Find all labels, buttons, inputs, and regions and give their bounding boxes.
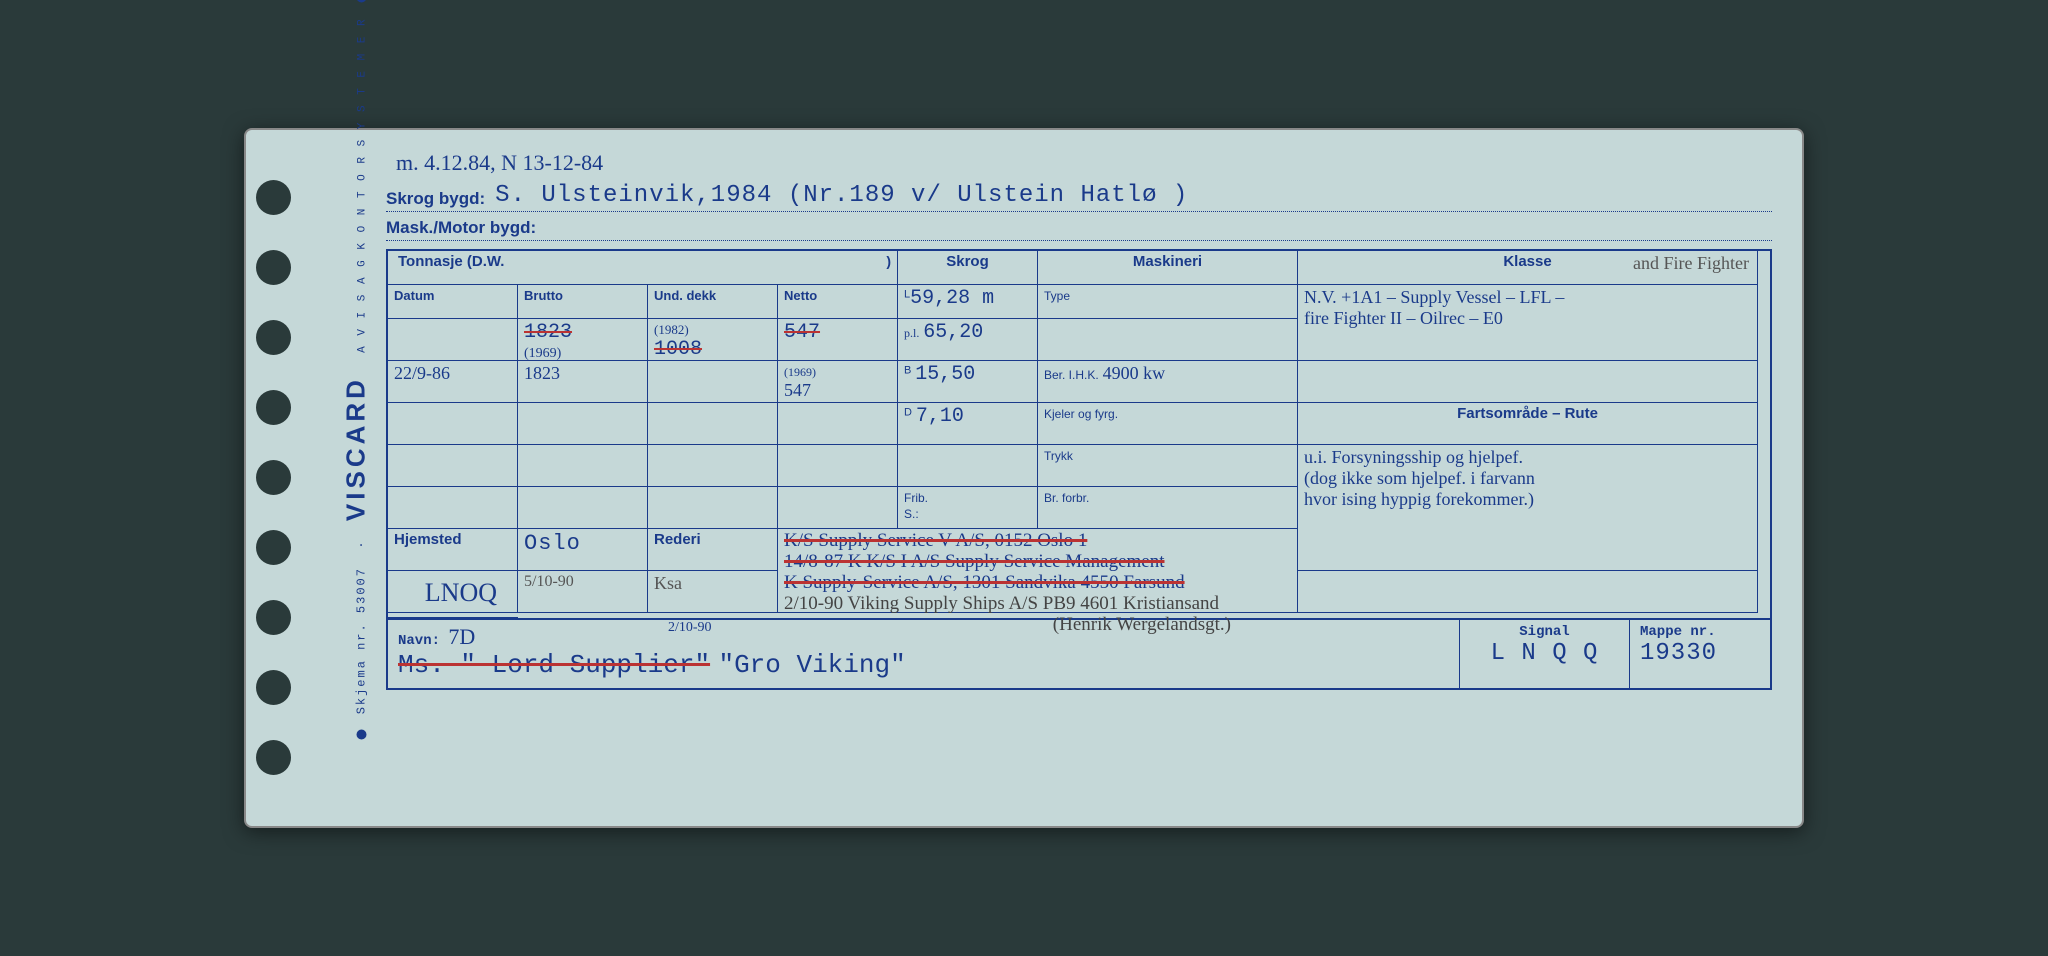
kjeler-cell: Kjeler og fyrg. <box>1038 403 1298 445</box>
main-table: Tonnasje (D.W. ) Skrog Maskineri Klasse … <box>386 249 1772 620</box>
fartsomrade-header: Fartsområde – Rute <box>1298 403 1758 445</box>
new-name: "Gro Viking" <box>718 650 905 680</box>
r2-netto: (1969) 547 <box>778 361 898 403</box>
hjemsted-ksa: Ksa <box>648 571 778 613</box>
col-datum: Datum <box>388 285 518 319</box>
footer-row: Navn: 7D 2/10-90 Ms. " Lord Supplier" "G… <box>386 620 1772 690</box>
klasse-header: Klasse and Fire Fighter <box>1298 251 1758 285</box>
skjema-nr: Skjema nr. 53007 <box>355 567 369 714</box>
r1-unddekk: (1982) 1008 <box>648 319 778 361</box>
farts-1: u.i. Forsyningsship og hjelpef. (dog ikk… <box>1298 445 1758 571</box>
tonnasje-header: Tonnasje (D.W. ) <box>388 251 898 285</box>
field-skrog-bygd: Skrog bygd: S. Ulsteinvik,1984 (Nr.189 v… <box>386 182 1772 212</box>
maskineri-header: Maskineri <box>1038 251 1298 285</box>
index-card: Skjema nr. 53007 · VISCARD A V I S A G K… <box>244 128 1804 828</box>
skrog-L: L59,28 m <box>898 285 1038 319</box>
brand-sub: A V I S A G K O N T O R S Y S T E M E R <box>357 17 369 352</box>
brand-strip: Skjema nr. 53007 · VISCARD A V I S A G K… <box>326 170 376 790</box>
skrog-L2: p.l. 65,20 <box>898 319 1038 361</box>
klasse-note: and Fire Fighter <box>1633 253 1749 274</box>
navn-cell: Navn: 7D 2/10-90 Ms. " Lord Supplier" "G… <box>388 620 1460 688</box>
motor-bygd-label: Mask./Motor bygd: <box>386 218 536 238</box>
signal-cell: Signal L N Q Q <box>1460 620 1630 688</box>
hjemsted-label: Hjemsted <box>388 529 518 571</box>
skrog-B: B 15,50 <box>898 361 1038 403</box>
col-brutto: Brutto <box>518 285 648 319</box>
top-note: m. 4.12.84, N 13-12-84 <box>396 150 1772 176</box>
r1-datum <box>388 319 518 361</box>
r2-unddekk <box>648 361 778 403</box>
signal-upper: LNOQ <box>388 571 518 613</box>
skrog-bygd-label: Skrog bygd: <box>386 189 485 209</box>
type-label: Type <box>1038 285 1298 319</box>
field-motor-bygd: Mask./Motor bygd: <box>386 218 1772 241</box>
trykk-cell: Trykk <box>1038 445 1298 487</box>
br-cell: Br. forbr. <box>1038 487 1298 529</box>
rederi-block: K/S Supply Service V A/S, 0152 Oslo 1 14… <box>778 529 1298 613</box>
punch-holes <box>246 130 316 826</box>
type-empty <box>1038 319 1298 361</box>
ihk-cell: Ber. I.H.K. 4900 kw <box>1038 361 1298 403</box>
hjemsted-oslo: Oslo <box>518 529 648 571</box>
klasse-empty <box>1298 361 1758 403</box>
col-netto: Netto <box>778 285 898 319</box>
skrog-header: Skrog <box>898 251 1038 285</box>
hjemsted-date2: 5/10-90 <box>518 571 648 613</box>
old-name: Ms. " Lord Supplier" <box>398 650 710 680</box>
klasse-line1: N.V. +1A1 – Supply Vessel – LFL – fire F… <box>1298 285 1758 361</box>
col-unddekk: Und. dekk <box>648 285 778 319</box>
r2-datum: 22/9-86 <box>388 361 518 403</box>
mappe-cell: Mappe nr. 19330 <box>1630 620 1770 688</box>
r1-brutto: 1823 (1969) <box>518 319 648 361</box>
brand-logo: VISCARD <box>341 376 371 521</box>
rederi-label: Rederi <box>648 529 778 571</box>
skrog-D: D 7,10 <box>898 403 1038 445</box>
r2-brutto: 1823 <box>518 361 648 403</box>
skrog-bygd-value: S. Ulsteinvik,1984 (Nr.189 v/ Ulstein Ha… <box>495 182 1188 209</box>
r1-netto: 547 <box>778 319 898 361</box>
frib-cell: Frib.S.: <box>898 487 1038 529</box>
